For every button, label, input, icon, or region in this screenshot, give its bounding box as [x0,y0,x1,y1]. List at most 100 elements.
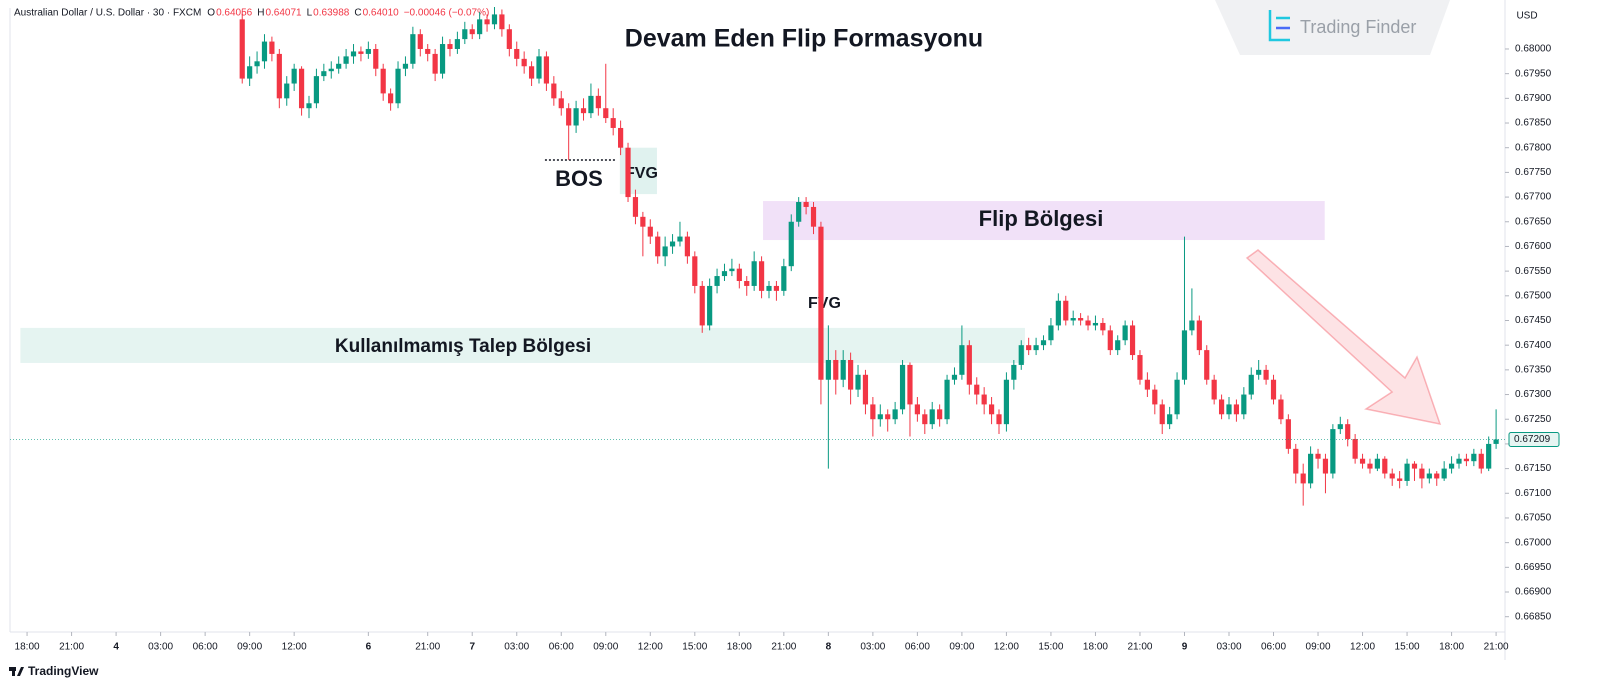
x-tick-label: 21:00 [1127,642,1152,653]
candle-body [736,268,742,281]
candle-body [877,414,883,420]
x-tick-label: 21:00 [415,642,440,653]
candle-body [388,93,394,104]
candle-body [1159,404,1165,425]
candle-body [1055,300,1061,326]
x-tick-label: 18:00 [1083,642,1108,653]
candle-body [632,197,639,217]
x-tick-label: 12:00 [282,642,307,653]
last-price-box [1508,431,1560,447]
x-tick-label: 03:00 [148,642,173,653]
candle-body [380,68,386,94]
candle-body [707,285,713,326]
candle-body [721,271,728,277]
candle-body [291,68,297,84]
legend-value: 0.64056 [216,8,253,19]
candle-body [410,34,416,64]
x-tick-label: 15:00 [1395,642,1420,653]
candle-body [937,409,943,420]
x-tick-label: 06:00 [905,642,930,653]
candle-body [662,246,668,257]
legend-value: 0.64010 [363,8,400,19]
x-tick-label: 18:00 [1439,642,1464,653]
zones [20,147,1325,363]
y-tick-label: 0.67350 [1515,365,1552,376]
candle-body [1478,453,1484,469]
candle-body [773,285,780,291]
candle-body [1322,458,1329,474]
candle-body [595,95,601,109]
candle-body [899,364,906,410]
candle-body [1152,389,1158,405]
candle-body [1115,340,1121,351]
candle-body [484,19,490,25]
y-tick-label: 0.67450 [1515,315,1552,326]
candle-body [988,404,995,415]
y-tick-label: 0.67250 [1515,414,1552,425]
candle-body [951,374,958,380]
candle-body [543,56,550,84]
candle-body [1374,458,1380,469]
candle-body [810,206,817,227]
y-tick-label: 0.67100 [1515,488,1552,499]
x-tick-label: 03:00 [504,642,529,653]
candle-body [1122,325,1128,341]
candle-body [796,202,802,222]
candle-body [1345,424,1351,439]
legend-change: −0.00046 (−0.07%) [404,8,490,19]
y-tick-label: 0.68000 [1515,44,1552,55]
candle-body [1486,443,1492,469]
candle-body [521,58,527,67]
y-tick-label: 0.67950 [1515,68,1552,79]
candle-body [1218,399,1225,415]
candle-body [684,236,690,257]
last-price-label: 0.67209 [1514,434,1551,445]
candle-body [1026,345,1032,351]
candle-body [1426,473,1432,479]
candle-body [1493,439,1499,444]
candle-body [1011,364,1017,380]
x-tick-label: 06:00 [1261,642,1286,653]
candle-body [313,76,320,104]
candle-body [477,19,483,35]
candle-body [1300,473,1306,484]
candle-body [1463,458,1470,462]
candle-body [870,404,876,420]
candle-body [699,285,705,326]
candle-body [261,41,268,62]
legend-key: L [307,8,313,19]
candle-body [1337,424,1343,430]
candle-body [833,359,839,380]
candle-body [1211,379,1217,400]
candle-body [247,66,253,79]
candle-body [744,281,750,286]
candle-body [914,404,920,415]
candle-body [566,108,572,126]
y-tick-label: 0.67050 [1515,513,1552,524]
candle-body [1367,463,1373,469]
y-tick-label: 0.67400 [1515,340,1552,351]
candle-body [996,414,1002,425]
candle-body [818,226,824,380]
candle-body [892,409,898,420]
candle-body [603,108,609,119]
x-tick-label: 21:00 [59,642,84,653]
candle-body [729,268,735,272]
x-tick-label: 03:00 [860,642,885,653]
candle-body [425,48,431,54]
candle-body [1137,355,1143,380]
candle-body [432,53,438,74]
candle-body [1107,330,1113,351]
candle-body [1204,350,1210,380]
y-tick-label: 0.66850 [1515,611,1552,622]
candle-body [447,44,453,49]
y-tick-label: 0.67850 [1515,118,1552,129]
candle-body [1100,322,1106,331]
legend-key: C [354,8,361,19]
candle-body [922,414,928,425]
candle-body [469,29,475,35]
watermark: Trading Finder [1300,17,1416,37]
candle-body [284,83,290,99]
x-tick-label: 09:00 [949,642,974,653]
y-tick-label: 0.67150 [1515,463,1552,474]
